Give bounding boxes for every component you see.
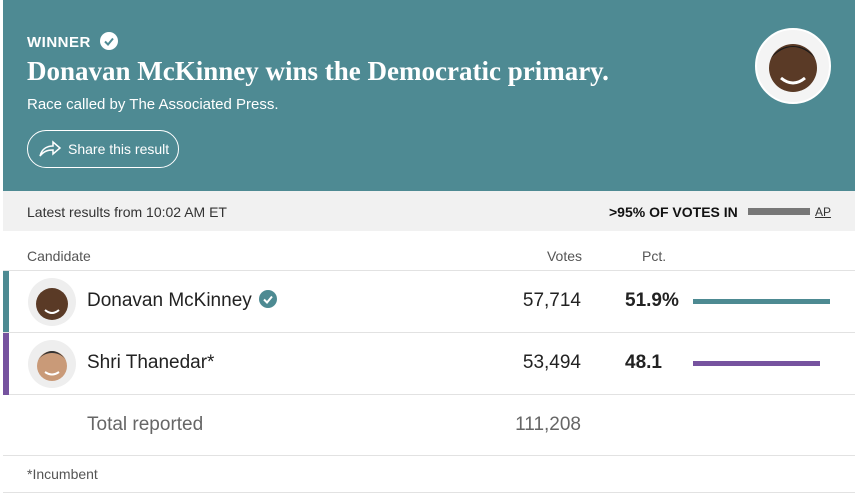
candidate-name: Shri Thanedar* (87, 352, 215, 373)
party-stripe (3, 271, 9, 333)
column-header: Pct. (642, 248, 667, 264)
column-header: Candidate (27, 248, 91, 264)
candidate-name: Donavan McKinney (87, 290, 277, 312)
total-votes: 111,208 (515, 414, 581, 435)
headline: Donavan McKinney wins the Democratic pri… (27, 56, 609, 86)
pct-bar (693, 299, 831, 304)
winner-check (258, 290, 277, 308)
candidate-photo (28, 278, 76, 326)
party-stripe (3, 333, 9, 395)
candidate-votes: 53,494 (522, 352, 581, 373)
footnote-row: *Incumbent (3, 455, 855, 493)
share-icon (39, 140, 62, 157)
winner-label: WINNER (27, 32, 118, 51)
pct-bar (693, 361, 820, 366)
check-icon (99, 32, 118, 50)
winner-banner: WINNER Donavan McKinney wins the Democra… (3, 0, 855, 191)
footnote: *Incumbent (27, 466, 98, 482)
total-label: Total reported (87, 414, 204, 435)
column-header: Votes (546, 248, 582, 264)
candidate-row: Donavan McKinney 57,714 51.9% (3, 270, 855, 333)
winner-photo (755, 28, 831, 104)
update-time: Latest results from 10:02 AM ET (27, 204, 227, 220)
candidate-photo (28, 340, 76, 388)
candidate-pct: 48.1 (625, 352, 662, 373)
reporting-text: >95% OF VOTES IN (609, 204, 738, 220)
candidate-pct: 51.9% (625, 290, 679, 311)
share-button[interactable]: Share this result (27, 130, 179, 168)
status-bar: Latest results from 10:02 AM ET >95% OF … (3, 191, 855, 231)
reporting-meter (748, 208, 810, 215)
source-link[interactable]: AP (815, 205, 832, 219)
candidate-votes: 57,714 (522, 290, 581, 311)
candidate-row: Shri Thanedar* 53,494 48.1 (3, 332, 855, 395)
winner-text: WINNER (27, 34, 91, 51)
subtitle: Race called by The Associated Press. (27, 96, 279, 113)
share-label: Share this result (68, 141, 170, 157)
total-row: Total reported 111,208 (3, 394, 855, 457)
